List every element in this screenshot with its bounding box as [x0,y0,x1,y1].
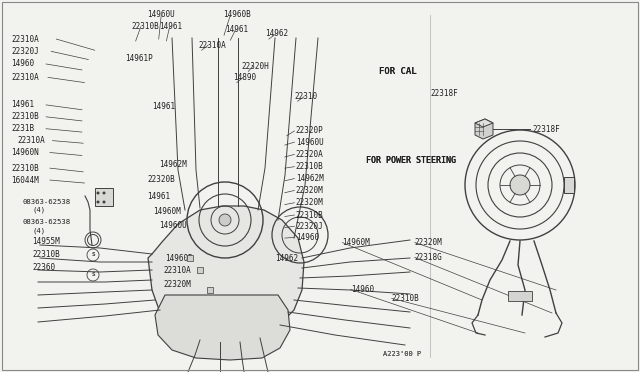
Text: 22310B: 22310B [296,162,323,171]
Text: FOR CAL: FOR CAL [379,67,417,76]
Text: 22310: 22310 [294,92,317,101]
Text: 14960R: 14960R [165,254,193,263]
Text: 14960: 14960 [12,60,35,68]
Text: 22320A: 22320A [296,150,323,159]
Text: 22320B: 22320B [147,175,175,184]
Circle shape [219,214,231,226]
Circle shape [97,192,99,195]
Text: 14961: 14961 [159,22,182,31]
Text: 14961: 14961 [225,25,248,34]
Text: 22320M: 22320M [415,238,442,247]
Circle shape [510,175,530,195]
Text: 16044M: 16044M [12,176,39,185]
Text: FOR POWER STEERING: FOR POWER STEERING [366,156,456,165]
Text: (4): (4) [32,207,45,214]
Text: FOR POWER STEERING: FOR POWER STEERING [366,156,456,165]
Text: 22320M: 22320M [296,198,323,207]
Text: 22310A: 22310A [198,41,226,50]
Text: 14960: 14960 [351,285,374,294]
Text: 14960: 14960 [296,233,319,242]
Text: 22310B: 22310B [392,294,419,303]
Polygon shape [475,119,493,127]
Polygon shape [148,206,304,342]
Text: 14961: 14961 [152,102,175,111]
Text: 22310B: 22310B [32,250,60,259]
Circle shape [102,192,106,195]
Text: 22310A: 22310A [12,35,39,44]
Text: 14960M: 14960M [154,207,181,216]
Text: 22320M: 22320M [163,280,191,289]
Text: 22310B: 22310B [131,22,159,31]
Text: 14960M: 14960M [342,238,370,247]
Text: 22310A: 22310A [163,266,191,275]
Text: 14955M: 14955M [32,237,60,246]
Text: 14962: 14962 [275,254,298,263]
Text: 14960U: 14960U [147,10,175,19]
Text: 22320H: 22320H [242,62,269,71]
Polygon shape [475,119,493,139]
Text: 08363-62538: 08363-62538 [22,219,70,225]
Bar [207,287,213,293]
Text: 22320J: 22320J [296,222,323,231]
Text: 14960B: 14960B [223,10,250,19]
Text: 14961: 14961 [147,192,170,201]
Text: 14961: 14961 [12,100,35,109]
Bar [564,177,574,193]
Text: 2231B: 2231B [12,124,35,133]
Text: 14890: 14890 [234,73,257,82]
Text: 22310B: 22310B [296,211,323,219]
Bar [508,291,532,301]
Text: 22318F: 22318F [532,125,560,134]
Text: 22318F: 22318F [430,89,458,97]
Text: 14960U: 14960U [159,221,186,230]
Text: A223'00 P: A223'00 P [383,351,421,357]
Text: A223'00 P: A223'00 P [383,351,421,357]
Text: S: S [92,273,95,278]
Text: 22310A: 22310A [12,73,39,82]
Polygon shape [155,295,290,360]
Text: 22360: 22360 [32,263,55,272]
Text: FOR CAL: FOR CAL [379,67,417,76]
Bar [197,267,203,273]
Bar [187,255,193,261]
Text: 14961P: 14961P [125,54,152,63]
Text: 08363-62538: 08363-62538 [22,199,70,205]
Text: 22310A: 22310A [18,136,45,145]
Text: 14960N: 14960N [12,148,39,157]
Text: 14962: 14962 [266,29,289,38]
Text: 22320M: 22320M [296,186,323,195]
Circle shape [102,201,106,203]
Text: 22320J: 22320J [12,47,39,56]
Bar [95,188,113,206]
Text: (4): (4) [32,227,45,234]
Text: 22310B: 22310B [12,112,39,121]
Text: S: S [92,253,95,257]
Text: 14962M: 14962M [159,160,186,169]
Text: 22320P: 22320P [296,126,323,135]
Text: 14960U: 14960U [296,138,323,147]
Circle shape [97,201,99,203]
Text: 22318G: 22318G [415,253,442,262]
Text: 22310B: 22310B [12,164,39,173]
Text: 14962M: 14962M [296,174,323,183]
